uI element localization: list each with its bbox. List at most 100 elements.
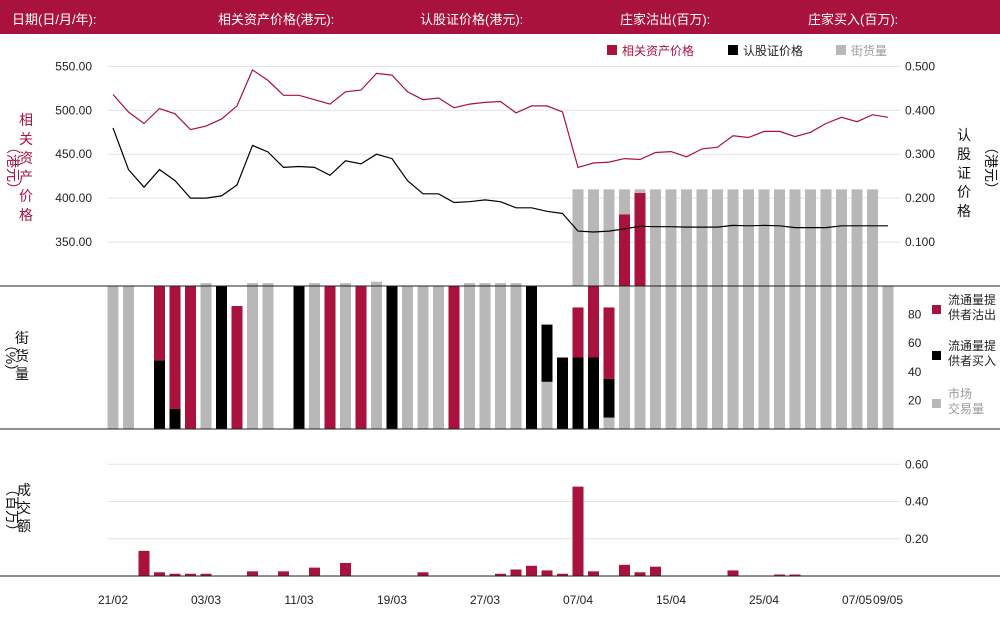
x-tick-label: 25/04	[749, 593, 779, 607]
lp-buy-bar	[154, 360, 165, 429]
left-axis-label-char: 格	[19, 207, 33, 223]
turnover-axis-unit: （百万）	[4, 482, 20, 538]
street-volume-bar	[743, 189, 754, 286]
lp-buy-bar	[386, 286, 398, 429]
legend-swatch	[932, 351, 941, 360]
turnover-tick-label: 0.60	[905, 457, 929, 471]
turnover-tick-label: 0.20	[905, 532, 929, 546]
underlying-price-line	[112, 68, 889, 169]
street-volume-bar	[820, 189, 832, 286]
x-tick-label: 03/03	[191, 593, 221, 607]
right-axis-label-char: 价	[957, 184, 971, 200]
market-volume-bar	[107, 286, 119, 429]
right-axis-label-char: 认	[957, 127, 971, 143]
legend-swatch	[728, 45, 738, 55]
legend-label: 流通量提	[948, 292, 996, 307]
street-axis-unit: （%）	[3, 338, 19, 378]
turnover-bar	[309, 567, 320, 576]
turnover-axis-label-char: 额	[17, 518, 31, 534]
turnover-bar	[278, 571, 289, 576]
lp-buy-bar	[541, 324, 553, 382]
market-volume-bar	[665, 286, 677, 429]
lp-sell-bar	[154, 286, 165, 361]
right-tick-label: 0.300	[905, 147, 935, 161]
x-tick-label: 19/03	[377, 593, 407, 607]
header-date-label: 日期(日/月/年):	[12, 12, 97, 27]
market-volume-bar	[433, 286, 444, 429]
turnover-bar	[185, 573, 196, 576]
lp-sell-bar	[448, 286, 460, 429]
lp-sell-bar	[634, 193, 646, 286]
lp-sell-bar	[324, 286, 336, 429]
turnover-bar	[789, 574, 801, 576]
legend-swatch	[607, 45, 617, 55]
x-tick-label: 07/04	[563, 593, 593, 607]
right-tick-label: 0.500	[905, 59, 935, 73]
lp-buy-bar	[169, 408, 181, 429]
x-tick-label: 07/05	[842, 593, 872, 607]
market-volume-bar	[681, 286, 692, 429]
turnover-bar	[169, 573, 181, 576]
lp-sell-bar	[231, 306, 243, 429]
lp-buy-bar	[293, 286, 305, 429]
legend-label: 交易量	[948, 401, 984, 416]
right-tick-label: 0.400	[905, 103, 935, 117]
market-volume-bar	[867, 286, 878, 429]
warrant-price-line	[112, 127, 888, 233]
market-volume-bar	[603, 417, 615, 429]
turnover-tick-label: 0.40	[905, 495, 929, 509]
legend-label: 供者买入	[948, 354, 996, 368]
lp-buy-bar	[216, 286, 227, 429]
pct-tick-label: 80	[908, 308, 922, 322]
turnover-axis-label-char: 交	[17, 500, 31, 516]
left-axis-label-char: 关	[19, 131, 33, 147]
market-volume-bar	[247, 283, 258, 429]
left-axis-label-char: 产	[19, 169, 33, 185]
market-volume-bar	[743, 286, 754, 429]
street-volume-bar	[603, 189, 615, 286]
lp-buy-bar	[572, 357, 584, 429]
turnover-bar	[572, 486, 584, 576]
market-volume-bar	[882, 286, 894, 429]
x-tick-label: 27/03	[470, 593, 500, 607]
legend-label: 相关资产价格	[622, 43, 694, 58]
street-volume-bar	[696, 189, 708, 286]
street-volume-bar	[681, 189, 692, 286]
market-volume-bar	[712, 286, 723, 429]
turnover-bar	[588, 571, 599, 576]
line-series	[112, 68, 889, 233]
turnover-bar	[526, 565, 537, 576]
market-volume-bar	[774, 286, 785, 429]
lp-buy-bar	[588, 357, 599, 429]
market-volume-bar	[479, 283, 491, 429]
left-tick-label: 350.00	[55, 235, 92, 249]
header-underlying-label: 相关资产价格(港元):	[218, 12, 335, 27]
lp-sell-bar	[185, 286, 196, 429]
pct-tick-label: 60	[908, 336, 922, 350]
lp-sell-bar	[169, 286, 181, 409]
market-volume-bar	[262, 283, 274, 429]
lp-buy-bar	[603, 378, 615, 418]
market-volume-bar	[836, 286, 847, 429]
street-axis-label-char: 街	[15, 330, 29, 346]
turnover-bar	[557, 573, 568, 576]
market-volume-bar	[510, 283, 522, 429]
lp-buy-bar	[526, 286, 537, 429]
market-volume-bar	[371, 281, 382, 429]
right-tick-label: 0.200	[905, 191, 935, 205]
market-volume-bar	[123, 286, 134, 429]
bar-marks	[107, 189, 894, 576]
header-mm-buy-label: 庄家买入(百万):	[808, 12, 899, 27]
left-tick-label: 500.00	[55, 103, 92, 117]
lp-buy-bar	[557, 357, 568, 429]
street-volume-bar	[712, 189, 723, 286]
street-volume-bar	[665, 189, 677, 286]
header-warrant-label: 认股证价格(港元):	[420, 12, 524, 27]
legend-label: 流通量提	[948, 338, 996, 353]
lp-sell-bar	[619, 214, 630, 286]
pct-tick-label: 40	[908, 365, 922, 379]
legend-label: 市场	[948, 386, 972, 401]
turnover-bar	[154, 572, 165, 576]
left-tick-label: 450.00	[55, 147, 92, 161]
